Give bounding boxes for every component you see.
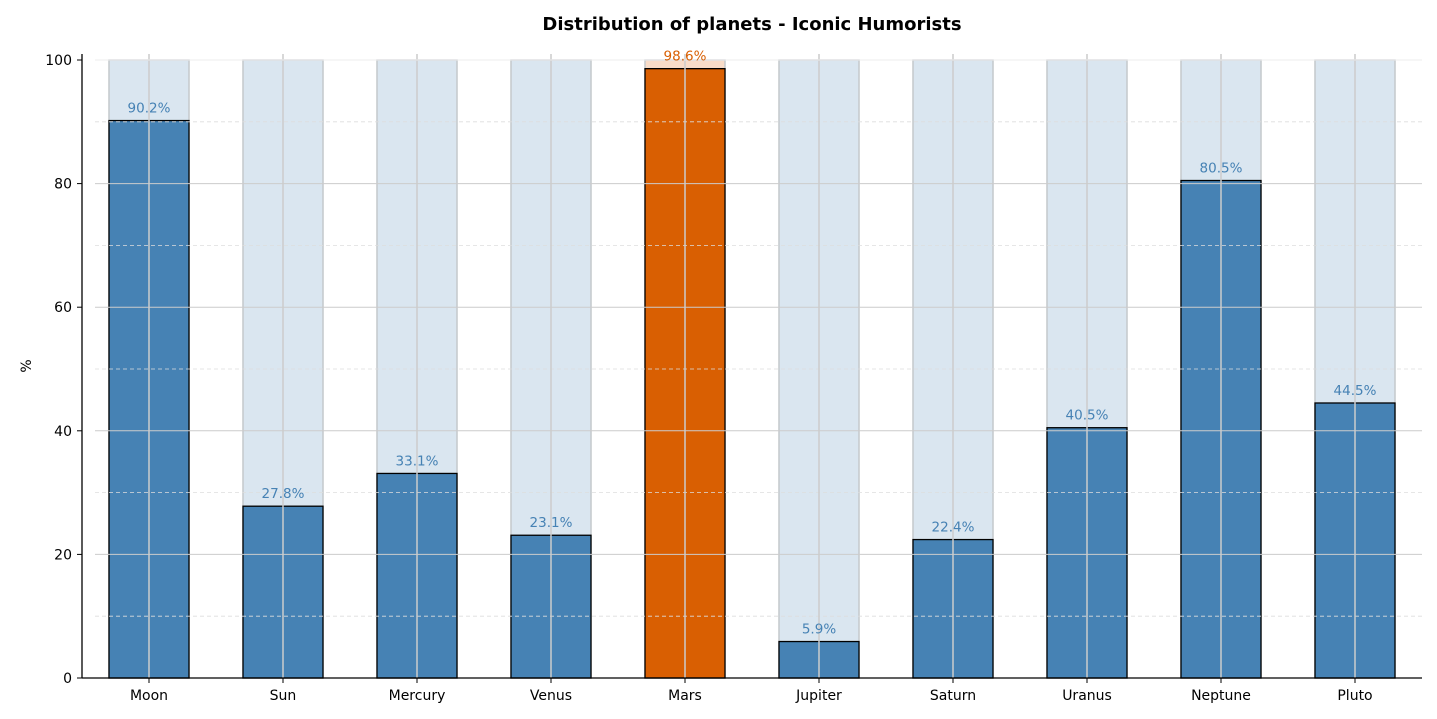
data-label: 22.4% (932, 520, 975, 536)
x-tick-label: Saturn (930, 688, 976, 704)
x-tick-label: Pluto (1337, 688, 1372, 704)
x-tick-label: Venus (530, 688, 572, 704)
data-label: 33.1% (396, 453, 439, 469)
data-label: 5.9% (802, 622, 836, 638)
x-tick-label: Sun (270, 688, 297, 704)
data-label: 44.5% (1334, 383, 1377, 399)
x-tick-label: Uranus (1062, 688, 1112, 704)
x-tick-label: Moon (130, 688, 168, 704)
chart-title: Distribution of planets - Iconic Humoris… (542, 14, 961, 35)
y-tick-label: 20 (54, 547, 72, 563)
y-tick-label: 0 (63, 671, 72, 687)
y-tick-label: 80 (54, 177, 72, 193)
y-tick-label: 40 (54, 424, 72, 440)
y-tick-label: 100 (45, 53, 72, 69)
data-label: 90.2% (128, 101, 171, 117)
x-tick-label: Mars (668, 688, 702, 704)
data-label: 40.5% (1066, 408, 1109, 424)
data-label: 27.8% (262, 486, 305, 502)
y-tick-label: 60 (54, 300, 72, 316)
x-tick-label: Mercury (389, 688, 446, 704)
x-tick-label: Neptune (1191, 688, 1251, 704)
y-axis-label: % (19, 359, 35, 372)
data-label: 23.1% (530, 515, 573, 531)
x-tick-label: Jupiter (795, 688, 842, 704)
data-label: 98.6% (664, 49, 707, 65)
data-label: 80.5% (1200, 161, 1243, 177)
